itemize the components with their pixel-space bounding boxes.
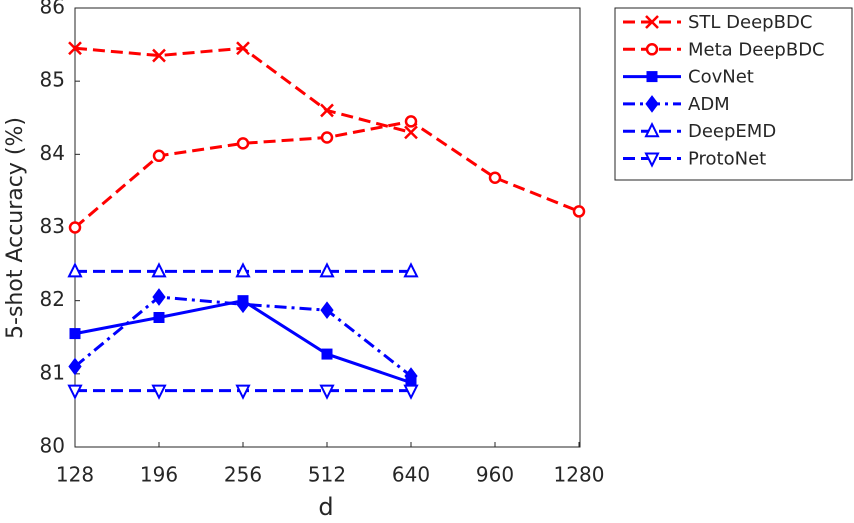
data-point (403, 384, 419, 400)
legend-marker (644, 121, 660, 138)
data-point (151, 384, 167, 400)
legend-marker (645, 15, 659, 29)
data-point (320, 103, 334, 118)
data-point (152, 288, 166, 306)
data-point (236, 295, 250, 314)
y-tick-label: 85 (40, 68, 65, 92)
data-point (152, 48, 166, 63)
data-point (153, 311, 165, 323)
data-point (236, 41, 250, 56)
data-point (572, 205, 586, 218)
legend-marker (645, 95, 659, 113)
y-tick-label: 81 (40, 360, 65, 384)
legend-label: ProtoNet (688, 149, 766, 170)
data-point (404, 367, 418, 385)
data-point (236, 137, 250, 150)
legend-box (614, 7, 853, 181)
x-tick-label: 640 (392, 463, 430, 487)
data-point (404, 115, 418, 128)
legend-marker (644, 152, 660, 168)
data-point (235, 262, 251, 278)
x-tick-label: 512 (308, 463, 346, 487)
data-point (68, 221, 82, 234)
series-line (74, 46, 412, 134)
data-point (69, 328, 81, 340)
data-point (67, 262, 83, 278)
y-tick-label: 80 (40, 434, 65, 458)
data-point (319, 262, 335, 278)
data-point (152, 149, 166, 163)
x-tick-label: 256 (224, 463, 262, 487)
legend-label: Meta DeepBDC (688, 39, 825, 60)
y-tick-label: 83 (40, 214, 65, 238)
data-point (321, 348, 333, 360)
legend-label: DeepEMD (688, 121, 776, 142)
y-tick-label: 84 (40, 141, 65, 165)
data-point (404, 125, 418, 140)
plot-frame (74, 7, 581, 448)
y-tick-label: 82 (40, 287, 65, 311)
x-tick-label: 1280 (554, 463, 605, 487)
legend-label: ADM (688, 94, 730, 115)
data-point (235, 384, 251, 400)
x-tick-label: 960 (476, 463, 514, 487)
data-point (319, 384, 335, 400)
x-tick-label: 196 (140, 463, 178, 487)
data-point (488, 171, 502, 184)
x-tick-label: 128 (56, 463, 94, 487)
legend-label: CovNet (688, 67, 754, 88)
legend-marker (646, 71, 658, 83)
data-point (320, 301, 334, 320)
data-point (320, 131, 334, 144)
legend-marker (645, 43, 659, 56)
data-point (68, 357, 82, 376)
legend-label: STL DeepBDC (688, 12, 812, 33)
data-point (67, 384, 83, 400)
data-point (403, 262, 419, 278)
data-point (151, 262, 167, 278)
y-axis-label: 5-shot Accuracy (%) (3, 117, 28, 339)
y-tick-label: 86 (40, 0, 65, 19)
x-axis-label: d (318, 493, 333, 519)
data-point (68, 41, 82, 56)
